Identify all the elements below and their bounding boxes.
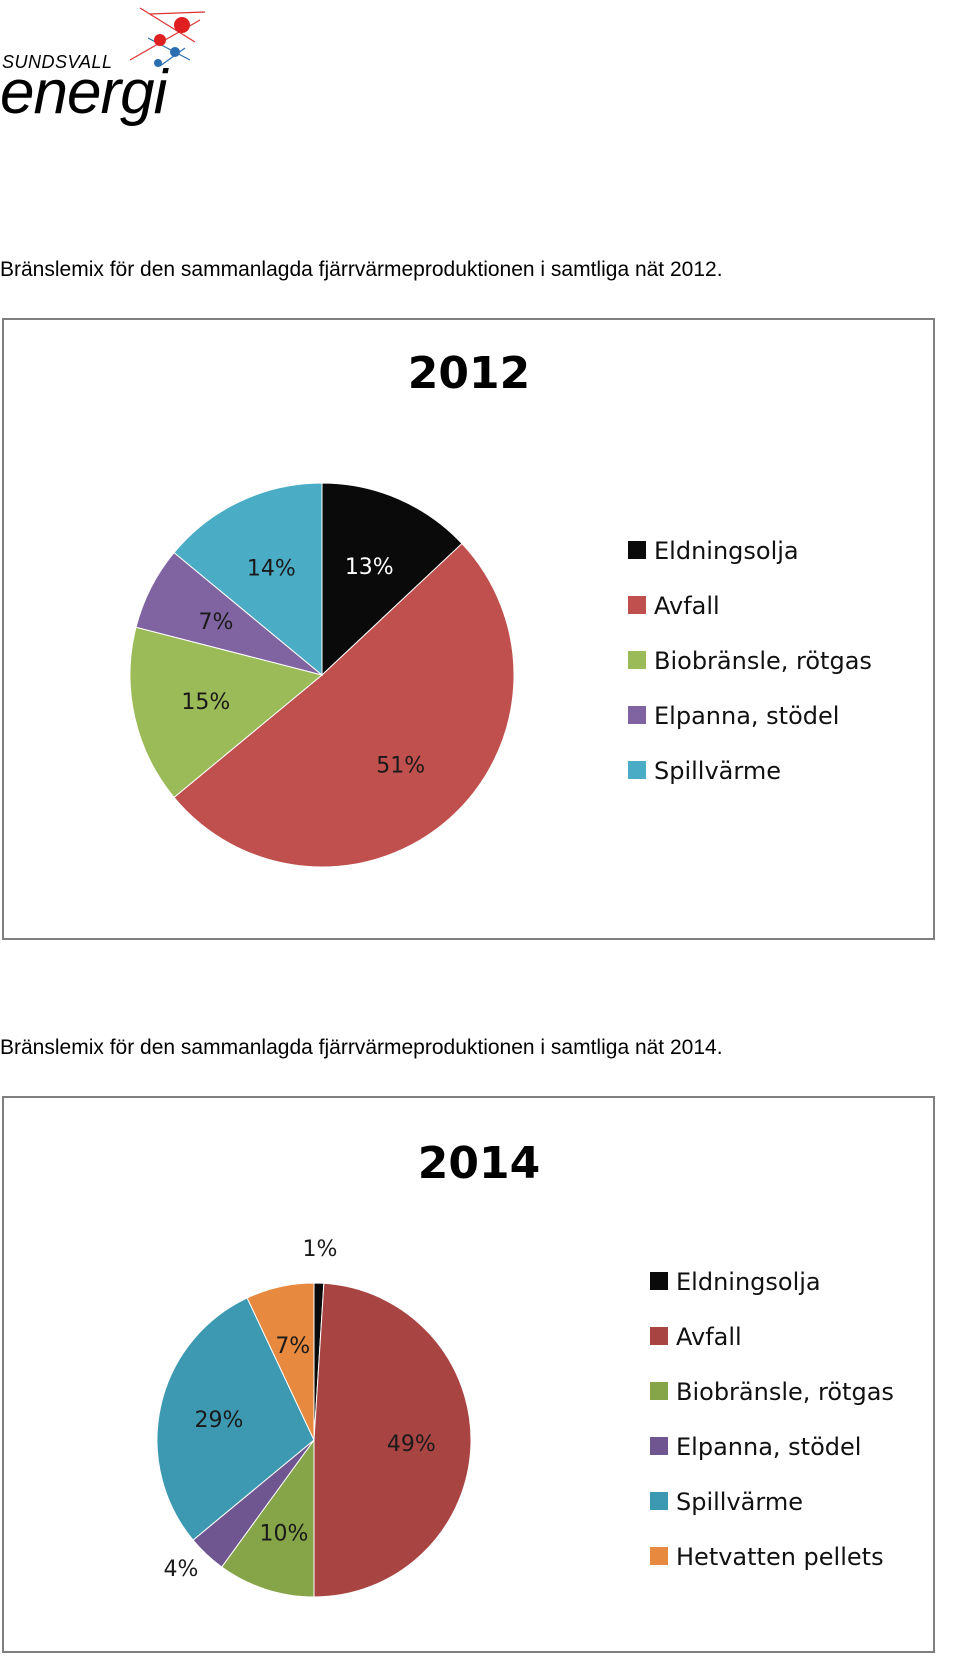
legend-swatch-eldningsolja <box>628 541 646 559</box>
legend-swatch-avfall <box>650 1327 668 1345</box>
caption-2014: Bränslemix för den sammanlagda fjärrvärm… <box>0 1036 723 1059</box>
data-label-spillvärme: 14% <box>247 556 296 581</box>
logo-text-sundsvall: SUNDSVALL <box>2 52 113 72</box>
pie-slice-hetvatten-pellets <box>246 1282 315 1441</box>
legend-label-spillvärme: Spillvärme <box>654 757 781 785</box>
pie-slice-biobränsle-rötgas <box>129 626 324 799</box>
pie-slice-avfall <box>173 542 515 868</box>
data-label-avfall: 51% <box>376 753 425 778</box>
pie-chart-2014: 2014 1% 49% 10% 4% 29% 7% Eldningsolja Avfall Bio… <box>156 1138 894 1598</box>
chart-frame-2014: 2014 1% 49% 10% 4% 29% 7% Eldningsolja Avfall Bio… <box>2 1096 935 1653</box>
pie-slice-eldningsolja <box>321 482 463 677</box>
data-label-hetvatten-pellets: 7% <box>275 1334 310 1359</box>
data-label-eldningsolja: 13% <box>345 555 394 580</box>
data-label-eldningsolja: 1% <box>303 1237 338 1262</box>
legend-swatch-biobränsle-rötgas <box>650 1382 668 1400</box>
logo-text-energi: energi <box>0 58 167 127</box>
caption-2012: Bränslemix för den sammanlagda fjärrvärm… <box>0 258 723 281</box>
data-label-spillvärme: 29% <box>195 1408 244 1433</box>
pie-slice-biobränsle-rötgas <box>221 1438 315 1598</box>
legend-swatch-elpanna-stödel <box>628 706 646 724</box>
legend-label-avfall: Avfall <box>676 1323 742 1351</box>
chart-title: 2014 <box>418 1138 540 1189</box>
pie-slice-spillvärme <box>173 482 323 677</box>
pie-slice-avfall <box>313 1282 472 1598</box>
data-label-elpanna-stödel: 7% <box>198 610 233 635</box>
legend-label-biobränsle-rötgas: Biobränsle, rötgas <box>676 1378 894 1406</box>
legend-label-elpanna-stödel: Elpanna, stödel <box>654 702 839 730</box>
data-label-avfall: 49% <box>387 1432 436 1457</box>
chart-title: 2012 <box>408 348 530 399</box>
legend-label-hetvatten-pellets: Hetvatten pellets <box>676 1543 884 1571</box>
data-label-biobränsle-rötgas: 10% <box>259 1522 308 1547</box>
legend-swatch-elpanna-stödel <box>650 1437 668 1455</box>
legend-label-avfall: Avfall <box>654 592 720 620</box>
legend-swatch-avfall <box>628 596 646 614</box>
legend-swatch-biobränsle-rötgas <box>628 651 646 669</box>
data-label-elpanna-stödel: 4% <box>164 1557 199 1582</box>
legend-label-spillvärme: Spillvärme <box>676 1488 803 1516</box>
legend-swatch-spillvärme <box>650 1492 668 1510</box>
legend-label-eldningsolja: Eldningsolja <box>676 1268 821 1296</box>
legend-swatch-eldningsolja <box>650 1272 668 1290</box>
pie-chart-2012: 2012 13% 51% 15% 7% 14% Eldningsolja Avfall Biob… <box>129 348 872 868</box>
legend-label-biobränsle-rötgas: Biobränsle, rötgas <box>654 647 872 675</box>
legend-label-elpanna-stödel: Elpanna, stödel <box>676 1433 861 1461</box>
pie-slice-spillvärme <box>156 1297 315 1541</box>
legend-swatch-spillvärme <box>628 761 646 779</box>
molecule-icon <box>129 7 206 67</box>
data-label-biobränsle-rötgas: 15% <box>181 690 230 715</box>
chart-frame-2012: 2012 13% 51% 15% 7% 14% Eldningsolja Avfall Biob… <box>2 318 935 940</box>
legend-swatch-hetvatten-pellets <box>650 1547 668 1565</box>
legend-label-eldningsolja: Eldningsolja <box>654 537 799 565</box>
sundsvall-energi-logo: SUNDSVALL energi <box>0 0 230 140</box>
